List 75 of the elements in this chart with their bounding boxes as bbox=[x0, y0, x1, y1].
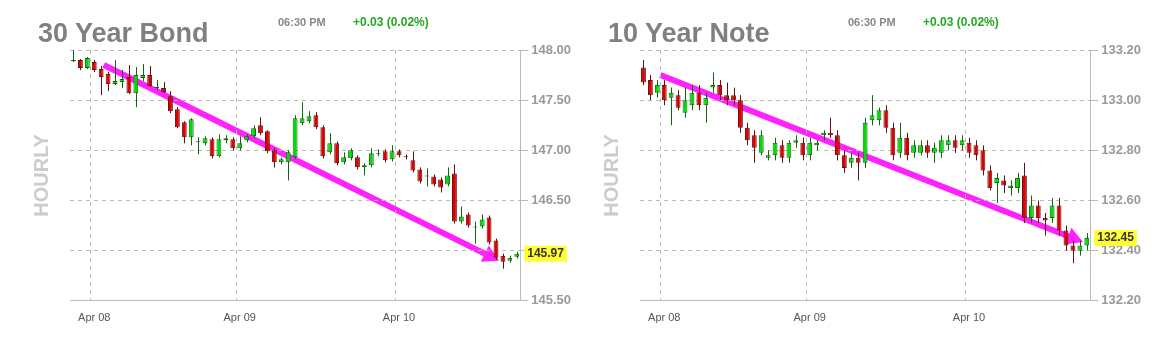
candlestick bbox=[133, 66, 139, 108]
candlestick bbox=[717, 79, 723, 101]
candlestick bbox=[807, 137, 813, 161]
y-tick-label: 148.00 bbox=[531, 41, 571, 57]
candlestick bbox=[883, 104, 889, 134]
y-tick-label: 147.00 bbox=[531, 141, 571, 157]
candlestick bbox=[1049, 197, 1055, 224]
chart-subtitle: 06:30 PM bbox=[848, 16, 896, 28]
candlestick bbox=[751, 129, 757, 164]
y-tick-label: 132.60 bbox=[1101, 192, 1141, 208]
candlestick bbox=[285, 149, 291, 181]
candlestick bbox=[1070, 240, 1076, 264]
candlestick bbox=[168, 90, 173, 114]
candlestick bbox=[904, 132, 910, 161]
candlestick bbox=[931, 142, 937, 164]
candlestick bbox=[987, 164, 993, 191]
chart-title: 10 Year Note bbox=[608, 18, 770, 48]
candlestick bbox=[897, 122, 903, 159]
candlestick bbox=[641, 59, 646, 86]
candlestick bbox=[71, 49, 76, 63]
candlestick bbox=[696, 84, 702, 111]
candlestick bbox=[647, 74, 653, 101]
candlestick bbox=[834, 129, 840, 161]
candlestick bbox=[758, 129, 764, 156]
text: 145.97 bbox=[527, 245, 565, 260]
y-tick-label: 133.20 bbox=[1101, 41, 1141, 57]
candlestick bbox=[258, 116, 263, 136]
y-tick-label: 132.80 bbox=[1101, 141, 1141, 157]
candlestick bbox=[1015, 172, 1020, 194]
candlestick bbox=[368, 147, 374, 168]
chart-title: 30 Year Bond bbox=[38, 18, 209, 48]
candlestick bbox=[445, 166, 450, 187]
candlestick bbox=[410, 150, 416, 173]
candlestick bbox=[675, 89, 681, 111]
candlestick bbox=[800, 137, 806, 161]
candlestick bbox=[938, 134, 944, 159]
x-tick-label: Apr 09 bbox=[223, 311, 256, 324]
candlestick bbox=[126, 64, 132, 95]
candlestick bbox=[980, 144, 986, 176]
candlestick bbox=[744, 122, 750, 146]
candlestick bbox=[855, 152, 861, 181]
candlestick bbox=[181, 120, 187, 144]
candlestick bbox=[1042, 212, 1048, 237]
text: +0.03 (0.02%) bbox=[923, 15, 999, 29]
candlestick bbox=[98, 65, 104, 96]
candlestick bbox=[334, 140, 340, 166]
text: +0.03 (0.02%) bbox=[353, 15, 429, 29]
x-tick-label: Apr 10 bbox=[952, 311, 986, 324]
y-tick-label: 146.50 bbox=[531, 192, 571, 208]
candlestick bbox=[271, 147, 277, 168]
candlestick bbox=[841, 149, 847, 174]
y-tick-label: 147.50 bbox=[531, 91, 571, 107]
chart-subtitle: 06:30 PM bbox=[278, 16, 326, 28]
candlestick bbox=[994, 172, 1000, 204]
candlestick bbox=[724, 82, 730, 106]
candlestick bbox=[147, 65, 153, 88]
y-tick-label: 145.50 bbox=[531, 292, 571, 308]
candlestick bbox=[264, 129, 270, 154]
text: 132.45 bbox=[1097, 230, 1135, 245]
candlestick bbox=[1028, 194, 1034, 224]
candlestick bbox=[188, 117, 194, 146]
candlestick bbox=[668, 87, 674, 126]
x-tick-label: Apr 09 bbox=[793, 311, 826, 324]
x-tick-label: Apr 08 bbox=[648, 311, 681, 324]
candlestick bbox=[327, 132, 333, 155]
candlestick bbox=[703, 92, 709, 124]
candlestick bbox=[174, 106, 180, 129]
candlestick bbox=[1035, 199, 1041, 224]
x-tick-label: Apr 10 bbox=[382, 311, 416, 324]
x-tick-label: Apr 08 bbox=[78, 311, 111, 324]
candlestick bbox=[661, 79, 667, 106]
candlestick bbox=[710, 72, 716, 94]
candlestick bbox=[105, 71, 111, 92]
y-tick-label: 132.20 bbox=[1101, 292, 1141, 308]
y-tick-label: 133.00 bbox=[1101, 91, 1141, 107]
